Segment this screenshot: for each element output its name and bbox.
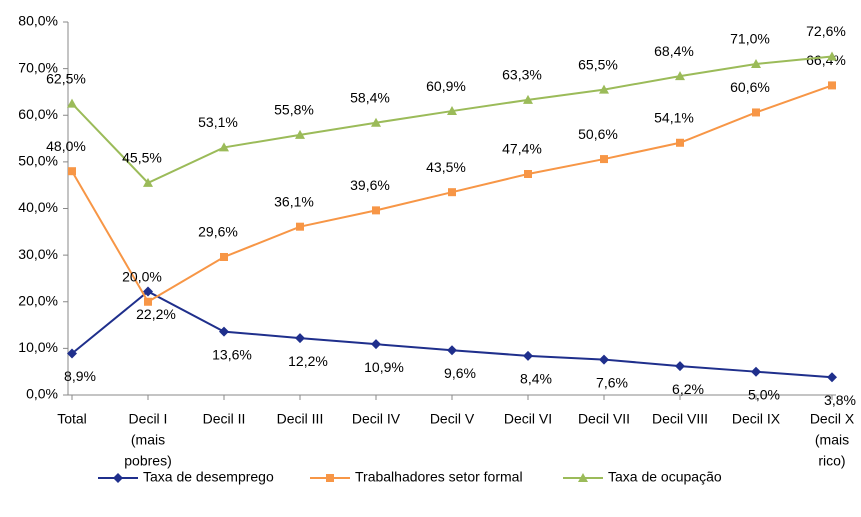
marker [524, 169, 532, 178]
x-tick-label: Decil III [277, 411, 324, 427]
x-tick-label: Decil IX [732, 411, 781, 427]
marker [675, 71, 685, 81]
legend-label: Taxa de ocupação [608, 469, 722, 485]
marker [144, 297, 152, 306]
x-tick-label: rico) [818, 453, 845, 469]
marker [371, 339, 381, 350]
marker [599, 354, 609, 365]
data-label: 13,6% [212, 346, 252, 362]
x-tick-label: (mais [815, 432, 849, 448]
marker [371, 117, 381, 127]
x-tick-label: Decil IV [352, 411, 401, 427]
data-label: 65,5% [578, 56, 618, 72]
data-label: 60,6% [730, 79, 770, 95]
y-tick-label: 10,0% [18, 339, 58, 355]
data-label: 54,1% [654, 109, 694, 125]
data-label: 22,2% [136, 306, 176, 322]
marker [751, 58, 761, 68]
marker [67, 98, 77, 108]
marker [326, 474, 334, 482]
y-tick-label: 30,0% [18, 246, 58, 262]
x-tick-label: Total [57, 411, 87, 427]
marker [143, 177, 153, 187]
data-label: 12,2% [288, 353, 328, 369]
data-label: 66,4% [806, 52, 846, 68]
marker [751, 366, 761, 377]
data-label: 60,9% [426, 78, 466, 94]
data-label: 8,4% [520, 371, 552, 387]
data-label: 55,8% [274, 102, 314, 118]
marker [827, 372, 837, 383]
marker [600, 155, 608, 164]
data-label: 63,3% [502, 67, 542, 83]
y-tick-label: 40,0% [18, 199, 58, 215]
y-tick-label: 60,0% [18, 106, 58, 122]
data-label: 9,6% [444, 365, 476, 381]
marker [372, 206, 380, 215]
data-label: 53,1% [198, 114, 238, 130]
marker [523, 94, 533, 104]
data-label: 43,5% [426, 159, 466, 175]
data-label: 72,6% [806, 23, 846, 39]
marker [447, 106, 457, 116]
x-tick-label: (mais [131, 432, 165, 448]
data-label: 36,1% [274, 193, 314, 209]
marker [295, 129, 305, 139]
x-tick-label: Decil V [430, 411, 475, 427]
y-tick-label: 20,0% [18, 292, 58, 308]
x-tick-label: Decil X [810, 411, 855, 427]
legend-label: Trabalhadores setor formal [355, 469, 523, 485]
marker [295, 333, 305, 344]
data-label: 45,5% [122, 150, 162, 166]
data-label: 29,6% [198, 224, 238, 240]
marker [447, 345, 457, 356]
marker [675, 361, 685, 372]
x-tick-label: pobres) [124, 453, 171, 469]
data-label: 62,5% [46, 70, 86, 86]
data-label: 8,9% [64, 368, 96, 384]
data-label: 50,6% [578, 126, 618, 142]
y-tick-label: 0,0% [26, 386, 58, 402]
y-tick-label: 50,0% [18, 153, 58, 169]
data-label: 5,0% [748, 386, 780, 402]
y-tick-label: 80,0% [18, 13, 58, 29]
data-label: 68,4% [654, 43, 694, 59]
marker [752, 108, 760, 117]
marker [578, 473, 588, 482]
y-tick-label: 70,0% [18, 59, 58, 75]
x-tick-label: Decil II [203, 411, 246, 427]
marker [676, 138, 684, 147]
data-label: 47,4% [502, 141, 542, 157]
marker [143, 286, 153, 297]
legend-label: Taxa de desemprego [143, 469, 274, 485]
data-label: 58,4% [350, 89, 390, 105]
marker [599, 84, 609, 94]
marker [219, 142, 229, 152]
data-label: 7,6% [596, 374, 628, 390]
marker [828, 81, 836, 90]
x-tick-label: Decil I [129, 411, 168, 427]
marker [827, 51, 837, 61]
marker [113, 473, 123, 483]
data-label: 39,6% [350, 177, 390, 193]
data-label: 71,0% [730, 31, 770, 47]
x-tick-label: Decil VI [504, 411, 552, 427]
data-label: 48,0% [46, 138, 86, 154]
data-label: 10,9% [364, 359, 404, 375]
x-tick-label: Decil VII [578, 411, 630, 427]
marker [448, 188, 456, 197]
data-label: 6,2% [672, 381, 704, 397]
marker [296, 222, 304, 231]
marker [523, 350, 533, 361]
data-label: 20,0% [122, 268, 162, 284]
marker [67, 348, 77, 359]
marker [219, 326, 229, 337]
x-tick-label: Decil VIII [652, 411, 708, 427]
data-label: 3,8% [824, 392, 856, 408]
marker [68, 167, 76, 176]
marker [220, 252, 228, 261]
